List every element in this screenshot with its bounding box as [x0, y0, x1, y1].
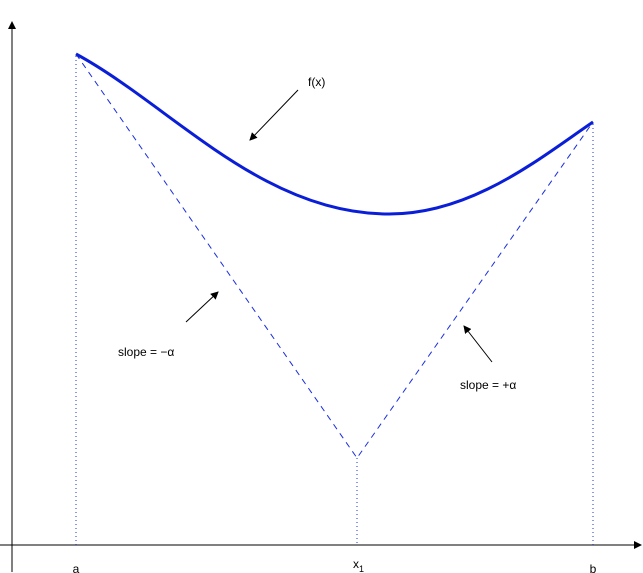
curve-label: f(x) [308, 75, 325, 89]
slope-lines [75, 53, 594, 459]
a-label: a [73, 562, 80, 573]
left-slope-arrow [185, 291, 219, 323]
right-slope-arrow [463, 325, 493, 363]
right-slope-label: slope = +α [460, 378, 516, 392]
curve [75, 52, 594, 216]
x1-main: x [353, 557, 359, 571]
curve-arrow [249, 89, 299, 141]
left-slope-label: slope = −α [118, 345, 174, 359]
b-label: b [590, 562, 597, 573]
x1-subscript: 1 [359, 564, 364, 573]
x1-label: x1 [353, 557, 364, 573]
